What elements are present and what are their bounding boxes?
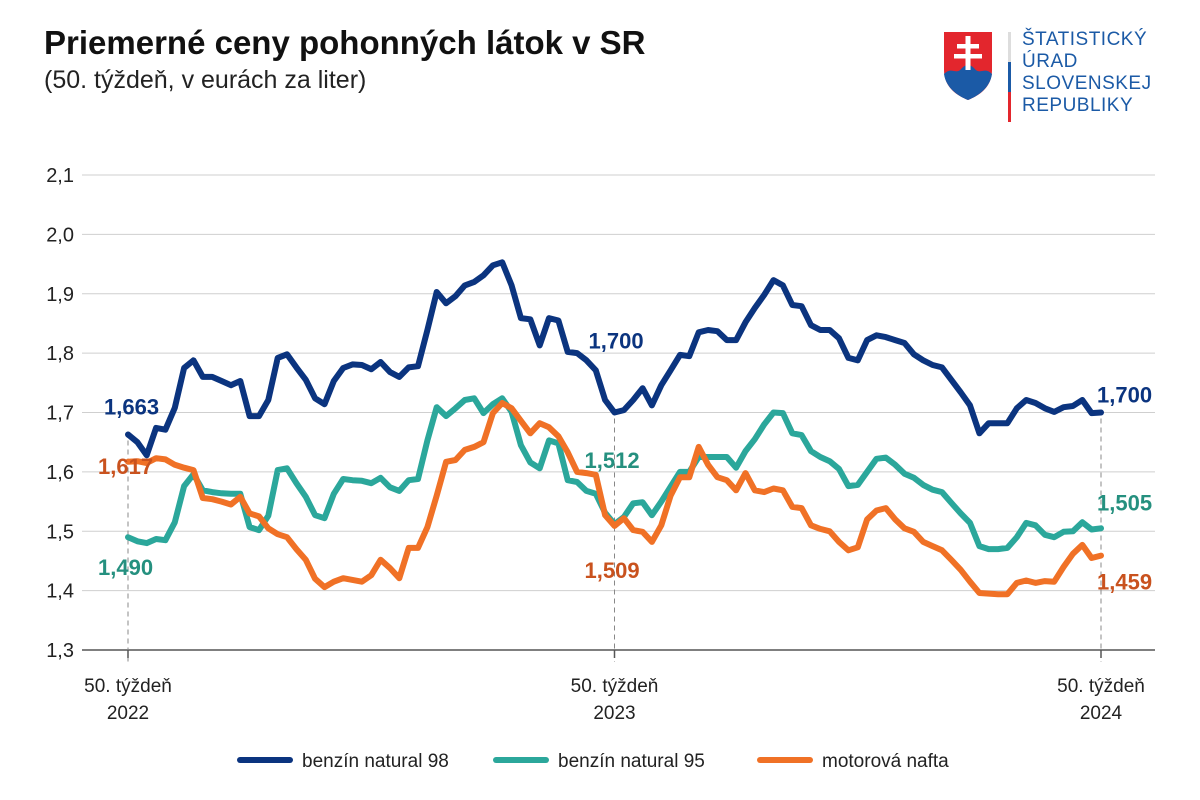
- y-tick-label: 1,3: [46, 640, 74, 662]
- x-tick-label: 2022: [107, 703, 149, 724]
- data-label: 1,700: [589, 329, 644, 354]
- page-subtitle: (50. týždeň, v eurách za liter): [44, 66, 367, 94]
- page-title: Priemerné ceny pohonných látok v SR: [44, 24, 646, 61]
- logo-divider-blue: [1008, 62, 1011, 92]
- legend-label: benzín natural 98: [302, 751, 449, 772]
- legend-label: benzín natural 95: [558, 751, 705, 772]
- logo-divider-white: [1008, 32, 1011, 62]
- data-label: 1,663: [104, 394, 159, 419]
- series-line-motorová-nafta: [125, 400, 1104, 598]
- series-line-benzín-natural-98: [125, 259, 1104, 459]
- logo-text: ŠTATISTICKÝ ÚRAD SLOVENSKEJ REPUBLIKY: [1022, 29, 1152, 117]
- y-tick-label: 1,6: [46, 462, 74, 484]
- x-tick-label: 50. týždeň: [571, 676, 659, 697]
- y-tick-label: 1,7: [46, 403, 74, 425]
- logo-line: ÚRAD: [1022, 51, 1078, 72]
- logo-line: REPUBLIKY: [1022, 95, 1134, 116]
- logo-line: SLOVENSKEJ: [1022, 73, 1152, 94]
- slovak-coat-of-arms-icon: [944, 32, 992, 100]
- y-tick-label: 1,4: [46, 581, 74, 603]
- y-tick-label: 1,5: [46, 521, 74, 543]
- y-tick-label: 1,9: [46, 284, 74, 306]
- logo-divider-red: [1008, 92, 1011, 122]
- x-tick-label: 2023: [593, 703, 635, 724]
- data-label: 1,459: [1097, 570, 1152, 595]
- sosr-logo: [944, 32, 1011, 122]
- y-tick-label: 1,8: [46, 343, 74, 365]
- data-label: 1,700: [1097, 383, 1152, 408]
- logo-line: ŠTATISTICKÝ: [1022, 29, 1148, 50]
- y-tick-label: 2,1: [46, 165, 74, 187]
- legend-label: motorová nafta: [822, 751, 949, 772]
- x-tick-label: 50. týždeň: [1057, 676, 1145, 697]
- x-tick-label: 2024: [1080, 703, 1123, 724]
- data-label: 1,512: [585, 448, 640, 473]
- data-label: 1,505: [1097, 490, 1152, 515]
- data-label: 1,509: [585, 558, 640, 583]
- y-tick-label: 2,0: [46, 224, 74, 246]
- data-label: 1,490: [98, 555, 153, 580]
- data-label: 1,617: [98, 454, 153, 479]
- x-tick-label: 50. týždeň: [84, 676, 172, 697]
